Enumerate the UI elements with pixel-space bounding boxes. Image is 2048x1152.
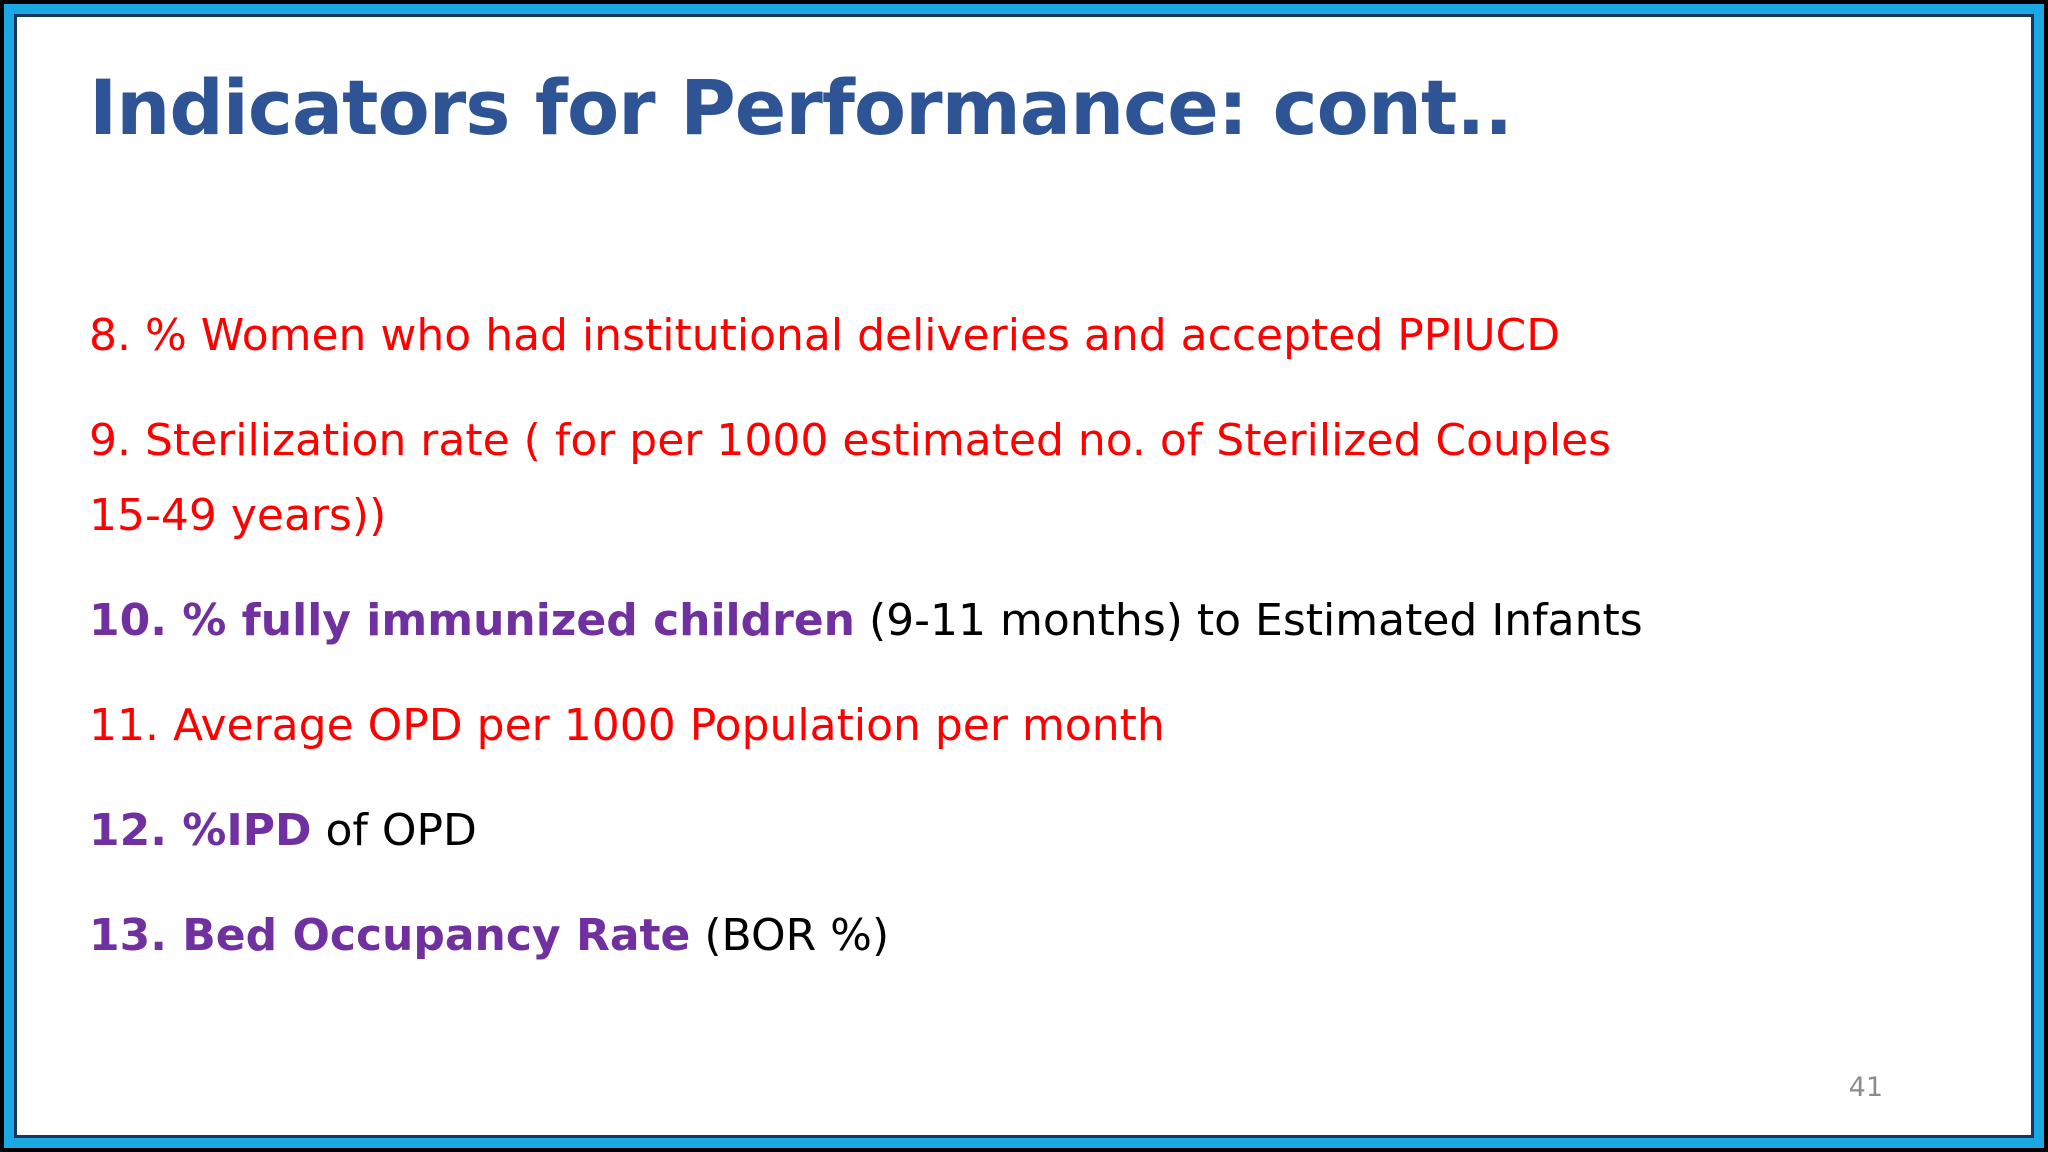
list-item-13-highlight: 13. Bed Occupancy Rate [89, 910, 691, 962]
list-item-10: 10. % fully immunized children (9-11 mon… [89, 583, 1961, 658]
slide: Indicators for Performance: cont.. 8. % … [14, 14, 2034, 1138]
page-number: 41 [1848, 1072, 1883, 1103]
list-item-13: 13. Bed Occupancy Rate (BOR %) [89, 898, 1961, 973]
list-item-8: 8. % Women who had institutional deliver… [89, 298, 1961, 373]
list-item-10-highlight: 10. % fully immunized children [89, 595, 856, 647]
list-item-10-text: (9-11 months) to Estimated Infants [855, 595, 1643, 647]
list-item-11-text: 11. Average OPD per 1000 Population per … [89, 700, 1165, 752]
indicator-list: 8. % Women who had institutional deliver… [89, 298, 1961, 973]
slide-cyan-border: Indicators for Performance: cont.. 8. % … [4, 4, 2044, 1148]
list-item-12: 12. %IPD of OPD [89, 793, 1961, 868]
list-item-13-text: (BOR %) [690, 910, 890, 962]
list-item-11: 11. Average OPD per 1000 Population per … [89, 688, 1961, 763]
list-item-8-text: 8. % Women who had institutional deliver… [89, 310, 1561, 362]
list-item-12-text: of OPD [311, 805, 477, 857]
slide-title: Indicators for Performance: cont.. [89, 63, 1513, 152]
slide-content: Indicators for Performance: cont.. 8. % … [17, 17, 2031, 973]
list-item-9: 9. Sterilization rate ( for per 1000 est… [89, 403, 1961, 553]
list-item-12-highlight: 12. %IPD [89, 805, 312, 857]
list-item-9-text: 9. Sterilization rate ( for per 1000 est… [89, 415, 1612, 542]
